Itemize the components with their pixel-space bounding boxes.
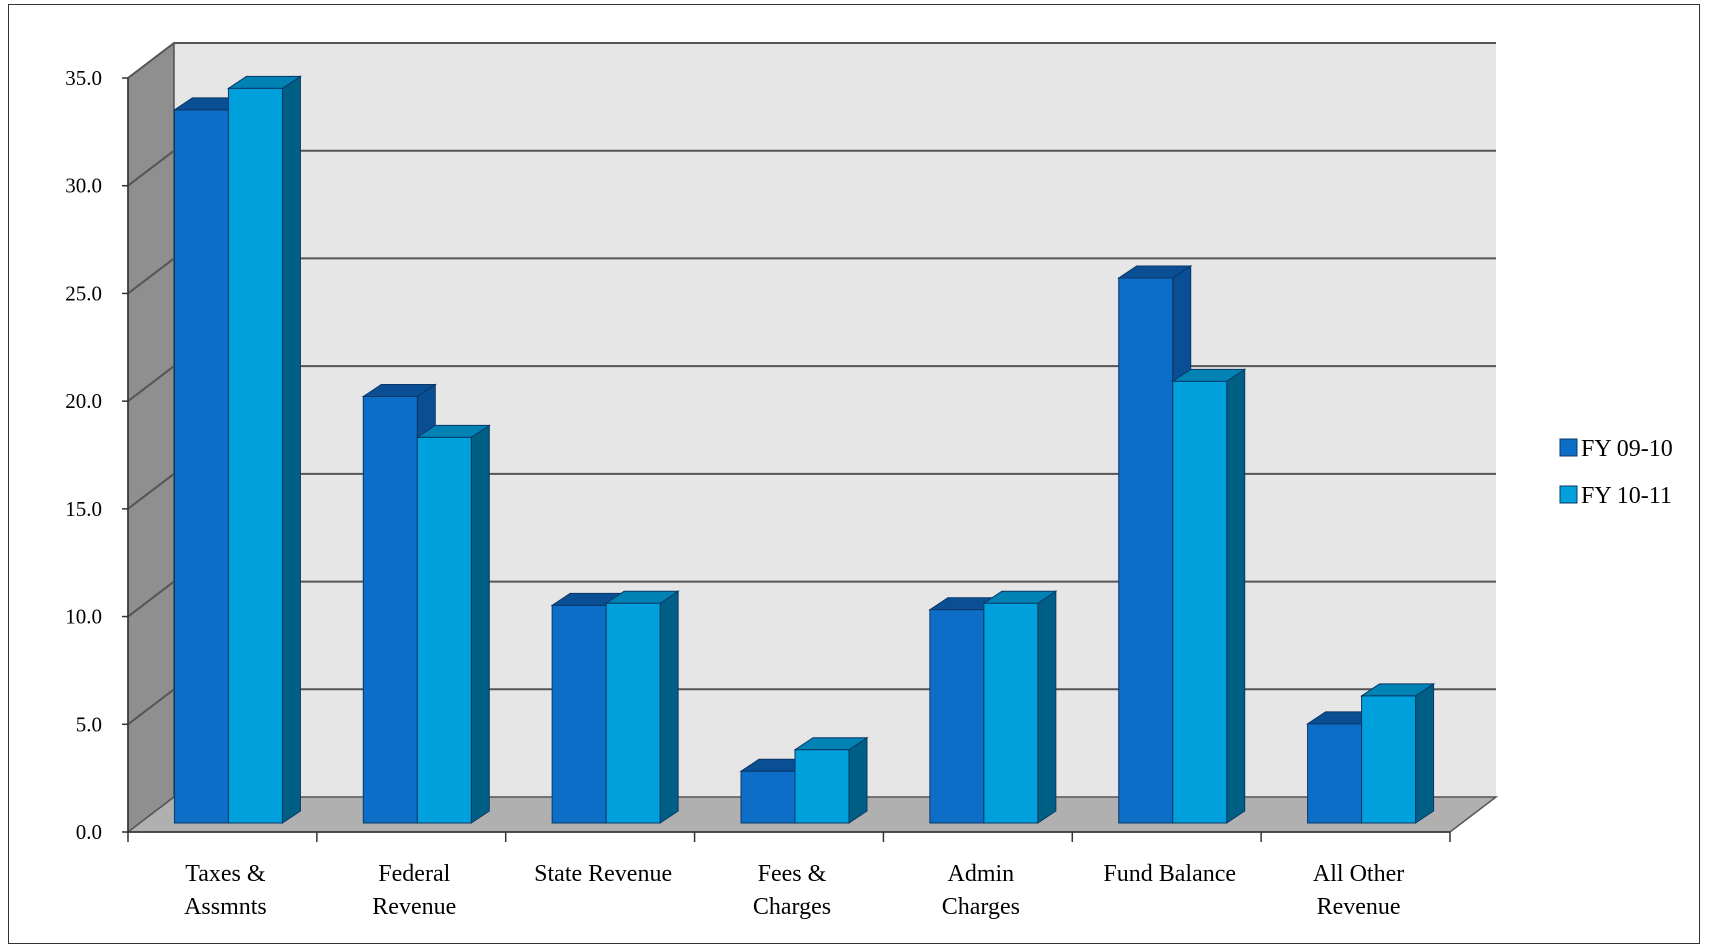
x-category-label: Admin Charges (942, 861, 1020, 920)
y-tick-label: 10.0 (65, 605, 102, 629)
bar (795, 750, 849, 823)
y-tick-label: 35.0 (65, 66, 102, 90)
bar (1173, 381, 1227, 823)
legend-label: FY 10-11 (1581, 483, 1672, 509)
bar (228, 88, 282, 823)
legend-swatch (1560, 486, 1577, 503)
bar (552, 605, 606, 823)
x-category-label: Taxes & Assmnts (184, 861, 267, 920)
bar (174, 110, 228, 823)
bar-side (282, 76, 300, 823)
y-tick-label: 20.0 (65, 389, 102, 413)
y-tick-label: 30.0 (65, 174, 102, 198)
bar-side (849, 738, 867, 823)
bar (1308, 724, 1362, 823)
x-category-label: Federal Revenue (372, 861, 456, 920)
bar (984, 603, 1038, 823)
y-tick-label: 25.0 (65, 281, 102, 305)
y-tick-label: 5.0 (76, 712, 102, 736)
bar (606, 603, 660, 823)
bar (363, 396, 417, 823)
bar-side (1038, 591, 1056, 823)
bar-side (660, 591, 678, 823)
x-category-label: State Revenue (534, 861, 672, 887)
bar (1362, 696, 1416, 823)
x-category-label: All Other Revenue (1313, 861, 1404, 920)
x-category-label: Fees & Charges (753, 861, 831, 920)
bar (417, 437, 471, 823)
bar-side (1227, 369, 1245, 823)
y-tick-label: 15.0 (65, 497, 102, 521)
bar-side (1416, 684, 1434, 823)
bar (1119, 278, 1173, 823)
bar (741, 771, 795, 823)
x-category-label: Fund Balance (1103, 861, 1236, 887)
legend-swatch (1560, 439, 1577, 456)
legend-label: FY 09-10 (1581, 436, 1673, 462)
bar-side (471, 425, 489, 823)
bar (930, 610, 984, 823)
y-tick-label: 0.0 (76, 820, 102, 844)
side-wall (128, 43, 174, 832)
